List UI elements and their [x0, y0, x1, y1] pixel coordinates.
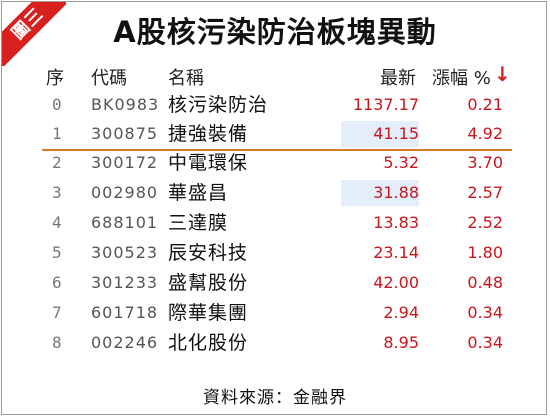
- row-index: 4: [52, 213, 62, 232]
- price-highlight: [341, 121, 419, 147]
- row-price: 5.32: [383, 153, 419, 172]
- row-change: 1.80: [467, 243, 503, 262]
- row-change: 0.34: [467, 303, 503, 322]
- table-row[interactable]: 2 300172 中電環保 5.32 3.70: [2, 148, 548, 178]
- row-change: 0.21: [467, 95, 503, 114]
- table-row[interactable]: 5 300523 辰安科技 23.14 1.80: [2, 238, 548, 268]
- row-code: 300523: [91, 243, 159, 262]
- divider: [42, 149, 512, 151]
- row-index: 6: [52, 273, 62, 292]
- row-price: 1137.17: [352, 95, 419, 114]
- source-footer: 資料來源：金融界: [203, 388, 347, 408]
- row-change: 4.92: [467, 124, 503, 143]
- row-index: 7: [52, 303, 62, 322]
- table-row[interactable]: 6 301233 盛幫股份 42.00 0.48: [2, 268, 548, 298]
- row-price: 42.00: [373, 273, 419, 292]
- row-code: 601718: [91, 303, 159, 322]
- row-name: 核污染防治: [168, 94, 269, 116]
- header-change[interactable]: 漲幅 %: [432, 68, 491, 89]
- table-row[interactable]: 0 BK0983 核污染防治 1137.17 0.21: [2, 90, 548, 120]
- row-code: BK0983: [91, 95, 160, 114]
- header-name: 名稱: [168, 68, 204, 89]
- table-row[interactable]: 4 688101 三達膜 13.83 2.52: [2, 208, 548, 238]
- page-title: A股核污染防治板塊異動: [113, 15, 437, 49]
- header-code: 代碼: [91, 68, 127, 89]
- row-name: 北化股份: [168, 332, 249, 354]
- row-name: 捷強裝備: [168, 123, 249, 145]
- header-index: 序: [46, 68, 64, 89]
- row-change: 2.52: [467, 213, 503, 232]
- row-price: 8.95: [383, 333, 419, 352]
- row-change: 0.34: [467, 333, 503, 352]
- row-name: 際華集團: [168, 302, 249, 324]
- row-code: 002246: [91, 333, 159, 352]
- table-row[interactable]: 3 002980 華盛昌 31.88 2.57: [2, 178, 548, 208]
- row-price: 41.15: [373, 124, 419, 143]
- down-arrow-icon[interactable]: ↓: [494, 62, 511, 86]
- table-row[interactable]: 8 002246 北化股份 8.95 0.34: [2, 328, 548, 358]
- row-code: 688101: [91, 213, 159, 232]
- row-index: 3: [52, 183, 62, 202]
- row-name: 華盛昌: [168, 182, 229, 204]
- table-row[interactable]: 1 300875 捷強裝備 41.15 4.92: [2, 119, 548, 149]
- row-code: 300172: [91, 153, 159, 172]
- row-code: 300875: [91, 124, 159, 143]
- row-change: 0.48: [467, 273, 503, 292]
- row-name: 盛幫股份: [168, 272, 249, 294]
- row-name: 三達膜: [168, 212, 229, 234]
- row-change: 2.57: [467, 183, 503, 202]
- header-price: 最新: [380, 68, 416, 89]
- row-index: 8: [52, 333, 62, 352]
- row-index: 1: [52, 124, 62, 143]
- row-name: 中電環保: [168, 152, 249, 174]
- row-price: 23.14: [373, 243, 419, 262]
- row-code: 301233: [91, 273, 159, 292]
- row-change: 3.70: [467, 153, 503, 172]
- row-index: 2: [52, 153, 62, 172]
- row-name: 辰安科技: [168, 242, 249, 264]
- row-price: 31.88: [373, 183, 419, 202]
- row-price: 2.94: [383, 303, 419, 322]
- price-highlight: [341, 180, 419, 206]
- table-row[interactable]: 7 601718 際華集團 2.94 0.34: [2, 298, 548, 328]
- row-price: 13.83: [373, 213, 419, 232]
- row-code: 002980: [91, 183, 159, 202]
- row-index: 0: [52, 95, 62, 114]
- row-index: 5: [52, 243, 62, 262]
